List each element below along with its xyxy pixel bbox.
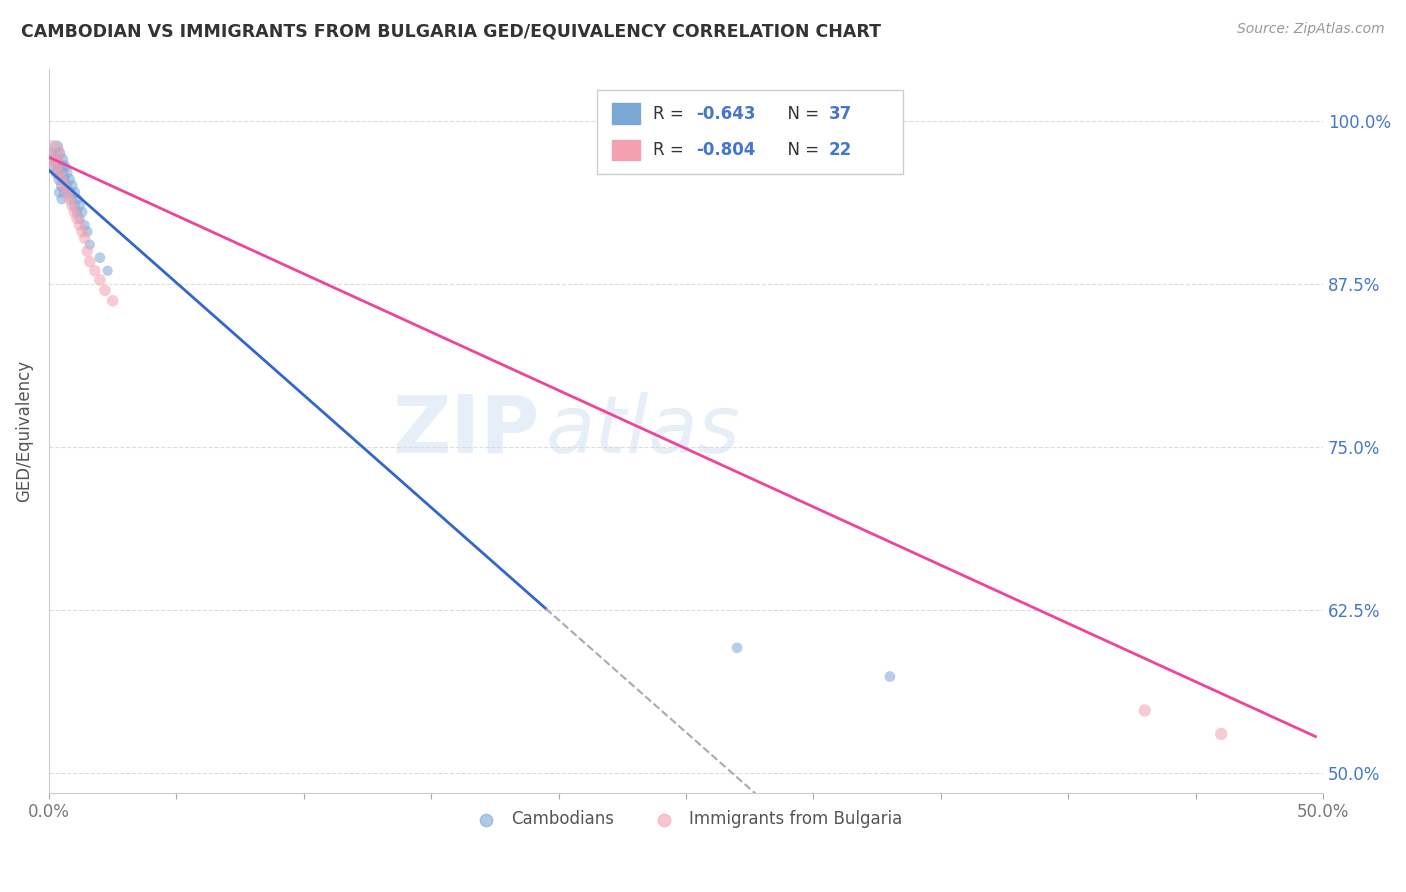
- Point: [63, 186, 86, 200]
- Text: CAMBODIAN VS IMMIGRANTS FROM BULGARIA GED/EQUIVALENCY CORRELATION CHART: CAMBODIAN VS IMMIGRANTS FROM BULGARIA GE…: [21, 22, 882, 40]
- Point: [48, 186, 70, 200]
- Text: 37: 37: [828, 104, 852, 122]
- Point: [53, 160, 76, 174]
- Point: [66, 192, 89, 206]
- Point: [79, 254, 101, 268]
- Point: [53, 178, 76, 193]
- Point: [76, 244, 98, 259]
- Text: -0.804: -0.804: [696, 141, 755, 159]
- Point: [89, 251, 111, 265]
- Point: [48, 160, 70, 174]
- Point: [73, 218, 96, 232]
- Point: [56, 166, 79, 180]
- Point: [101, 293, 124, 308]
- Point: [69, 218, 91, 232]
- Point: [69, 198, 91, 212]
- Point: [53, 186, 76, 200]
- Point: [48, 146, 70, 161]
- Point: [51, 178, 73, 193]
- Point: [48, 172, 70, 186]
- Point: [1211, 727, 1233, 741]
- Point: [58, 186, 80, 200]
- Text: N =: N =: [776, 104, 824, 122]
- Point: [66, 205, 89, 219]
- Point: [51, 172, 73, 186]
- Point: [63, 205, 86, 219]
- Point: [58, 192, 80, 206]
- Text: R =: R =: [652, 141, 689, 159]
- Point: [60, 178, 83, 193]
- Point: [42, 153, 65, 167]
- Legend: Cambodians, Immigrants from Bulgaria: Cambodians, Immigrants from Bulgaria: [463, 804, 910, 835]
- Point: [97, 264, 120, 278]
- Point: [60, 198, 83, 212]
- Point: [41, 146, 63, 161]
- Text: Source: ZipAtlas.com: Source: ZipAtlas.com: [1237, 22, 1385, 37]
- Bar: [612, 140, 640, 161]
- Point: [48, 166, 70, 180]
- Point: [70, 225, 93, 239]
- Point: [63, 198, 86, 212]
- Point: [83, 264, 105, 278]
- Point: [51, 166, 73, 180]
- Point: [73, 231, 96, 245]
- Point: [1133, 703, 1156, 717]
- Y-axis label: GED/Equivalency: GED/Equivalency: [15, 359, 32, 501]
- Point: [45, 166, 67, 180]
- Point: [60, 192, 83, 206]
- Point: [879, 669, 901, 683]
- Point: [41, 146, 63, 161]
- Bar: [612, 103, 640, 124]
- Point: [79, 237, 101, 252]
- Point: [66, 211, 89, 226]
- Point: [51, 153, 73, 167]
- Point: [45, 160, 67, 174]
- Point: [69, 211, 91, 226]
- Point: [56, 186, 79, 200]
- Point: [70, 205, 93, 219]
- Point: [51, 192, 73, 206]
- Bar: [598, 90, 903, 174]
- Point: [76, 225, 98, 239]
- Text: ZIP: ZIP: [392, 392, 540, 469]
- Point: [42, 153, 65, 167]
- Text: 22: 22: [828, 141, 852, 159]
- Point: [53, 172, 76, 186]
- Point: [45, 153, 67, 167]
- Text: R =: R =: [652, 104, 689, 122]
- Text: -0.643: -0.643: [696, 104, 756, 122]
- Point: [45, 140, 67, 154]
- Point: [56, 178, 79, 193]
- Point: [42, 160, 65, 174]
- Text: N =: N =: [776, 141, 824, 159]
- Point: [725, 640, 748, 655]
- Point: [89, 273, 111, 287]
- Text: atlas: atlas: [546, 392, 741, 469]
- Point: [58, 172, 80, 186]
- Point: [94, 283, 117, 297]
